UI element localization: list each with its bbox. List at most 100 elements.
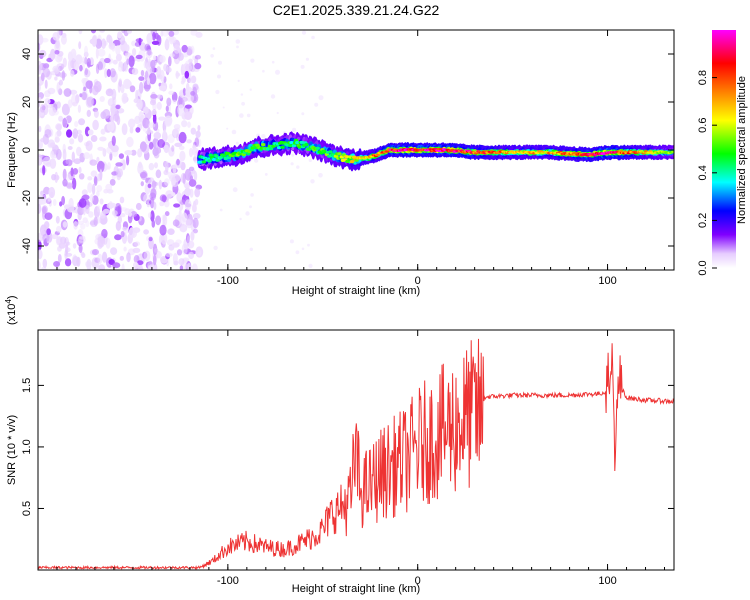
snr-series-line xyxy=(38,338,674,570)
noise-blob xyxy=(52,199,57,206)
noise-blob xyxy=(69,89,78,95)
noise-blob xyxy=(119,255,125,261)
snr-multiplier-base: (x10 xyxy=(6,304,18,325)
noise-dot xyxy=(271,60,275,64)
noise-blob xyxy=(117,63,124,72)
noise-blob xyxy=(73,61,80,71)
noise-blob xyxy=(102,251,108,263)
noise-blob xyxy=(121,263,125,270)
noise-blob xyxy=(93,216,98,226)
noise-blob xyxy=(193,171,198,181)
noise-blob xyxy=(107,162,111,170)
noise-dot xyxy=(301,247,305,251)
noise-blob xyxy=(171,180,179,188)
noise-dot xyxy=(270,94,276,99)
noise-blob xyxy=(129,85,136,93)
noise-dot xyxy=(276,111,279,115)
noise-blob xyxy=(184,258,188,264)
noise-blob xyxy=(41,266,47,270)
noise-blob xyxy=(42,233,50,242)
noise-blob xyxy=(188,166,195,171)
noise-blob xyxy=(185,219,194,229)
noise-blob xyxy=(115,162,123,167)
noise-blob xyxy=(180,91,184,97)
ridge-cell xyxy=(297,145,302,149)
noise-blob xyxy=(165,252,173,258)
noise-blob xyxy=(54,40,61,53)
noise-blob xyxy=(72,128,79,139)
noise-blob xyxy=(119,196,125,204)
noise-blob xyxy=(44,98,51,105)
noise-blob xyxy=(54,136,60,143)
noise-blob xyxy=(38,109,41,119)
noise-blob xyxy=(194,54,201,60)
noise-blob xyxy=(135,102,143,108)
colorbar-tick-label: 0.6 xyxy=(697,118,709,133)
noise-blob xyxy=(127,30,132,34)
noise-blob xyxy=(131,40,137,47)
noise-blob xyxy=(173,203,181,208)
noise-blob xyxy=(194,137,200,148)
noise-blob xyxy=(151,180,157,189)
noise-blob xyxy=(66,129,73,138)
noise-blob xyxy=(38,34,44,46)
noise-blob xyxy=(160,30,164,37)
noise-dot xyxy=(219,208,223,212)
noise-blob xyxy=(124,150,133,156)
noise-blob xyxy=(61,195,65,206)
y-tick-label: 1.5 xyxy=(21,378,33,393)
noise-blob xyxy=(58,79,64,86)
ridge-cell xyxy=(385,150,390,153)
noise-blob xyxy=(117,31,123,39)
snr-multiplier-exp: 4 xyxy=(4,299,13,304)
noise-blob xyxy=(138,37,142,46)
noise-blob xyxy=(152,31,156,41)
noise-blob xyxy=(151,40,160,46)
snr-ticks: -100 0 100 0.5 1.0 1.5 xyxy=(21,330,674,587)
noise-blob xyxy=(88,211,94,218)
noise-blob xyxy=(148,72,157,85)
noise-blob xyxy=(154,162,158,169)
noise-blob xyxy=(110,144,119,153)
noise-blob xyxy=(38,203,42,214)
noise-blob xyxy=(85,261,91,268)
noise-blob xyxy=(149,196,155,209)
noise-blob xyxy=(157,139,165,148)
noise-blob xyxy=(187,121,191,128)
noise-blob xyxy=(56,225,62,233)
noise-blob xyxy=(184,70,190,79)
snr-ylabel: SNR (10 * v/v) xyxy=(6,415,18,485)
ridge-cell xyxy=(354,158,359,162)
noise-dot xyxy=(249,247,253,251)
noise-dot xyxy=(241,101,246,106)
noise-dot xyxy=(246,113,251,118)
noise-blob xyxy=(107,88,113,94)
noise-blob xyxy=(93,206,100,218)
noise-blob xyxy=(190,231,195,241)
noise-blob xyxy=(159,201,165,207)
noise-blob xyxy=(158,116,166,121)
noise-blob xyxy=(61,103,70,116)
noise-blob xyxy=(38,125,42,133)
noise-blob xyxy=(114,234,122,241)
ridge-cell xyxy=(214,154,219,158)
ridge-cell xyxy=(315,146,320,150)
noise-blob xyxy=(143,250,151,262)
noise-blob xyxy=(184,111,193,120)
noise-blob xyxy=(77,133,84,143)
noise-blob xyxy=(164,118,172,127)
noise-blob xyxy=(38,60,43,72)
noise-blob xyxy=(84,45,88,57)
noise-dot xyxy=(310,179,315,184)
noise-blob xyxy=(194,198,199,206)
noise-blob xyxy=(170,36,177,44)
noise-dot xyxy=(261,134,266,139)
noise-blob xyxy=(181,75,186,84)
noise-blob xyxy=(71,151,76,163)
noise-blob xyxy=(99,136,107,142)
noise-blob xyxy=(38,261,41,270)
noise-blob xyxy=(121,123,128,136)
noise-blob xyxy=(179,224,188,233)
noise-dot xyxy=(275,69,280,75)
